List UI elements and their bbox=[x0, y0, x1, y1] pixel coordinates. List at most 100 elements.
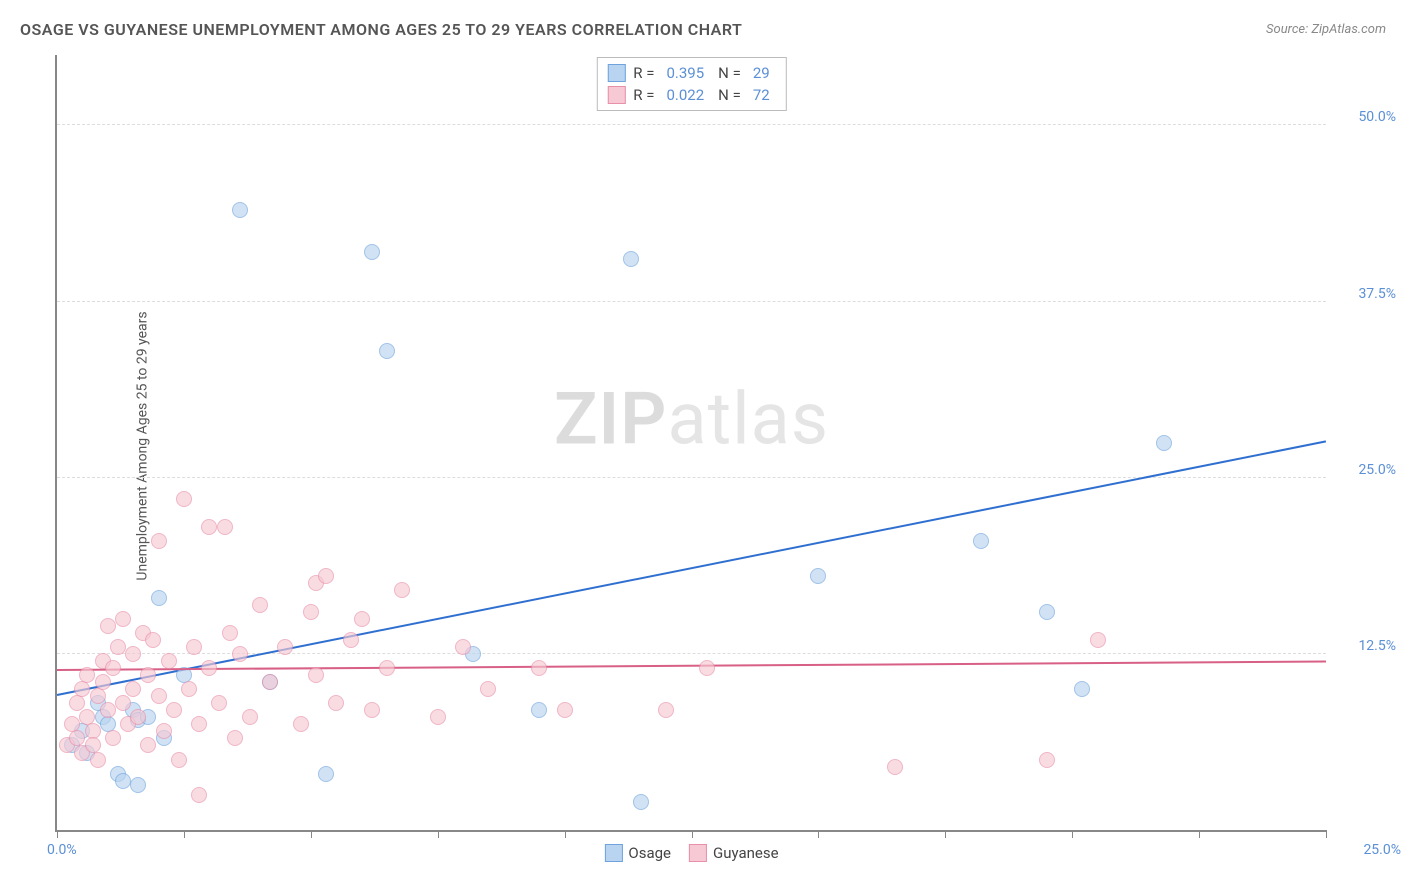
data-point bbox=[79, 667, 95, 683]
source-name: ZipAtlas.com bbox=[1311, 22, 1386, 37]
x-tick bbox=[311, 830, 312, 838]
data-point bbox=[1156, 435, 1172, 451]
legend-item-guyanese: Guyanese bbox=[689, 844, 779, 862]
data-point bbox=[140, 737, 156, 753]
data-point bbox=[110, 639, 126, 655]
data-point bbox=[166, 702, 182, 718]
data-point bbox=[887, 759, 903, 775]
data-point bbox=[531, 660, 547, 676]
data-point bbox=[973, 533, 989, 549]
series-name: Guyanese bbox=[713, 844, 779, 862]
data-point bbox=[430, 709, 446, 725]
data-point bbox=[394, 582, 410, 598]
data-point bbox=[125, 646, 141, 662]
data-point bbox=[277, 639, 293, 655]
data-point bbox=[293, 716, 309, 732]
chart-title: OSAGE VS GUYANESE UNEMPLOYMENT AMONG AGE… bbox=[20, 20, 742, 39]
watermark-light: atlas bbox=[667, 377, 829, 462]
trend-line bbox=[57, 441, 1326, 697]
data-point bbox=[171, 752, 187, 768]
n-value: 29 bbox=[753, 64, 770, 82]
swatch-icon bbox=[604, 844, 622, 862]
x-tick bbox=[57, 830, 58, 838]
x-axis-min-label: 0.0% bbox=[47, 842, 77, 858]
swatch-icon bbox=[607, 86, 625, 104]
x-tick bbox=[945, 830, 946, 838]
data-point bbox=[69, 695, 85, 711]
data-point bbox=[125, 681, 141, 697]
data-point bbox=[379, 343, 395, 359]
data-point bbox=[90, 752, 106, 768]
data-point bbox=[354, 611, 370, 627]
watermark-bold: ZIP bbox=[554, 377, 667, 462]
data-point bbox=[343, 632, 359, 648]
swatch-icon bbox=[689, 844, 707, 862]
data-point bbox=[145, 632, 161, 648]
x-tick bbox=[1072, 830, 1073, 838]
data-point bbox=[1039, 752, 1055, 768]
y-tick-label: 37.5% bbox=[1358, 286, 1396, 302]
data-point bbox=[379, 660, 395, 676]
n-value: 72 bbox=[753, 86, 770, 104]
data-point bbox=[262, 674, 278, 690]
data-point bbox=[100, 618, 116, 634]
data-point bbox=[810, 568, 826, 584]
data-point bbox=[364, 702, 380, 718]
data-point bbox=[74, 681, 90, 697]
correlation-legend: R = 0.395 N = 29 R = 0.022 N = 72 bbox=[596, 57, 786, 111]
legend-item-osage: Osage bbox=[604, 844, 671, 862]
data-point bbox=[115, 695, 131, 711]
data-point bbox=[227, 730, 243, 746]
n-label: N = bbox=[718, 64, 741, 82]
data-point bbox=[658, 702, 674, 718]
data-point bbox=[151, 590, 167, 606]
data-point bbox=[531, 702, 547, 718]
swatch-icon bbox=[607, 64, 625, 82]
data-point bbox=[191, 787, 207, 803]
data-point bbox=[115, 611, 131, 627]
plot-area: ZIPatlas R = 0.395 N = 29 R = 0.022 N = … bbox=[55, 55, 1326, 832]
data-point bbox=[318, 766, 334, 782]
data-point bbox=[100, 702, 116, 718]
data-point bbox=[623, 251, 639, 267]
source-attribution: Source: ZipAtlas.com bbox=[1266, 22, 1386, 37]
chart-container: OSAGE VS GUYANESE UNEMPLOYMENT AMONG AGE… bbox=[0, 0, 1406, 892]
x-tick bbox=[818, 830, 819, 838]
r-value: 0.395 bbox=[666, 64, 704, 82]
data-point bbox=[151, 533, 167, 549]
source-prefix: Source: bbox=[1266, 22, 1311, 37]
legend-row-osage: R = 0.395 N = 29 bbox=[607, 62, 775, 84]
data-point bbox=[328, 695, 344, 711]
data-point bbox=[364, 244, 380, 260]
data-point bbox=[242, 709, 258, 725]
data-point bbox=[303, 604, 319, 620]
legend-row-guyanese: R = 0.022 N = 72 bbox=[607, 84, 775, 106]
r-label: R = bbox=[633, 64, 654, 82]
r-value: 0.022 bbox=[666, 86, 704, 104]
data-point bbox=[308, 667, 324, 683]
data-point bbox=[480, 681, 496, 697]
data-point bbox=[1039, 604, 1055, 620]
data-point bbox=[455, 639, 471, 655]
data-point bbox=[130, 709, 146, 725]
data-point bbox=[186, 639, 202, 655]
data-point bbox=[151, 688, 167, 704]
data-point bbox=[1090, 632, 1106, 648]
data-point bbox=[191, 716, 207, 732]
x-tick bbox=[184, 830, 185, 838]
data-point bbox=[156, 723, 172, 739]
data-point bbox=[557, 702, 573, 718]
data-point bbox=[318, 568, 334, 584]
data-point bbox=[161, 653, 177, 669]
x-axis-max-label: 25.0% bbox=[1363, 842, 1401, 858]
x-tick bbox=[1326, 830, 1327, 838]
data-point bbox=[232, 646, 248, 662]
data-point bbox=[699, 660, 715, 676]
x-tick bbox=[565, 830, 566, 838]
data-point bbox=[252, 597, 268, 613]
data-point bbox=[222, 625, 238, 641]
data-point bbox=[176, 491, 192, 507]
data-point bbox=[211, 695, 227, 711]
y-tick-label: 12.5% bbox=[1358, 638, 1396, 654]
data-point bbox=[140, 667, 156, 683]
